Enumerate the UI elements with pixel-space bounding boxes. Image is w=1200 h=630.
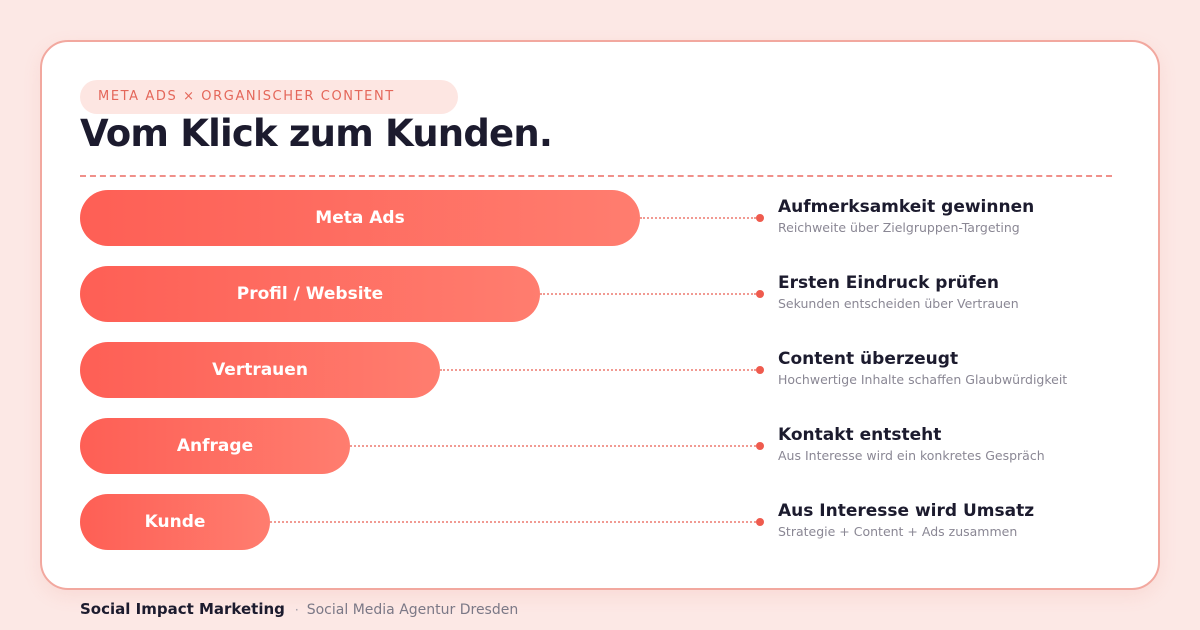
funnel-connector [640,217,756,219]
funnel-description: Sekunden entscheiden über Vertrauen [778,296,1019,311]
funnel-dot [756,214,764,222]
funnel-heading: Aus Interesse wird Umsatz [778,501,1035,521]
funnel-bar-meta-ads: Meta Ads [80,190,640,246]
eyebrow-badge: META ADS × ORGANISCHER CONTENT [80,80,458,114]
funnel-bar-profil-website: Profil / Website [80,266,540,322]
funnel-dot [756,290,764,298]
funnel-bar-vertrauen: Vertrauen [80,342,440,398]
funnel-heading: Content überzeugt [778,349,959,369]
funnel-connector [350,445,756,447]
funnel-description: Reichweite über Zielgruppen-Targeting [778,220,1020,235]
funnel-row-anfrage: Anfrage Kontakt entsteht Aus Interesse w… [80,418,1120,474]
funnel-description: Hochwertige Inhalte schaffen Glaubwürdig… [778,372,1068,387]
funnel-row-kunde: Kunde Aus Interesse wird Umsatz Strategi… [80,494,1120,550]
footer-separator: · [294,603,299,617]
funnel-heading: Aufmerksamkeit gewinnen [778,197,1035,217]
funnel-row-vertrauen: Vertrauen Content überzeugt Hochwertige … [80,342,1120,398]
funnel-heading: Ersten Eindruck prüfen [778,273,999,293]
funnel-description: Strategie + Content + Ads zusammen [778,524,1018,539]
title-divider [80,175,1112,177]
funnel-dot [756,442,764,450]
funnel-bar-anfrage: Anfrage [80,418,350,474]
page-title: Vom Klick zum Kunden. [80,112,553,155]
funnel-row-meta-ads: Meta Ads Aufmerksamkeit gewinnen Reichwe… [80,190,1120,246]
footer-agency: Social Media Agentur Dresden [306,602,519,618]
funnel-connector [540,293,756,295]
funnel-dot [756,518,764,526]
funnel-dot [756,366,764,374]
footer-brand: Social Impact Marketing [80,600,285,618]
footer: Social Impact Marketing · Social Media Age… [80,600,518,618]
funnel-bar-kunde: Kunde [80,494,270,550]
funnel-description: Aus Interesse wird ein konkretes Gespräc… [778,448,1045,463]
funnel-heading: Kontakt entsteht [778,425,942,445]
funnel-connector [270,521,756,523]
funnel-row-profil-website: Profil / Website Ersten Eindruck prüfen … [80,266,1120,322]
funnel-connector [440,369,756,371]
